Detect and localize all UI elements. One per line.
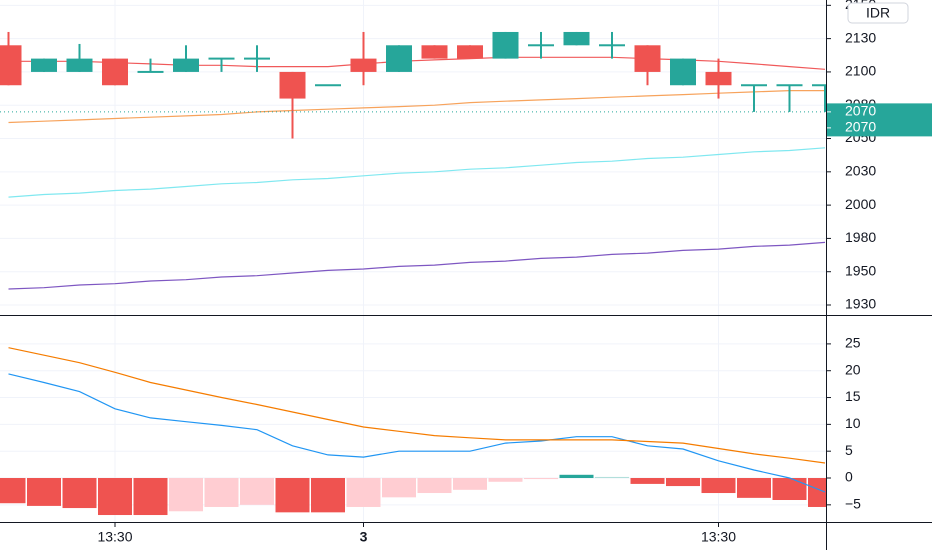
price-badge [826, 103, 932, 121]
histogram-bar [701, 478, 736, 494]
x-tick-label: 3 [360, 529, 368, 545]
plot [0, 31, 826, 516]
x-tick-label: 13:30 [701, 529, 736, 545]
candle-body [776, 84, 803, 87]
histogram-bar [169, 478, 203, 512]
histogram-bar [382, 478, 416, 498]
price-badge-label: 2070 [845, 119, 876, 135]
candle-body [563, 31, 590, 46]
y-tick-label: 2100 [845, 63, 876, 79]
histogram-bar [346, 478, 381, 507]
indicator-line [8, 147, 826, 198]
histogram-bar [559, 474, 594, 479]
candle-body [279, 71, 306, 99]
histogram-bar [311, 478, 345, 513]
candle-body [741, 84, 767, 87]
histogram-bar [737, 478, 771, 498]
y-tick-label: 1930 [845, 296, 876, 312]
y-tick-label: 5 [845, 442, 853, 458]
histogram-bar [808, 478, 826, 507]
y-tick-label: 15 [845, 388, 861, 404]
histogram-bar [98, 478, 132, 516]
y-tick-label: 1980 [845, 229, 876, 245]
histogram-bar [204, 478, 239, 507]
indicator-line [8, 347, 826, 464]
histogram-bar [240, 478, 274, 505]
candle-body [812, 84, 826, 87]
candle-body [31, 58, 57, 72]
candle-body [315, 84, 341, 87]
indicator-line [8, 373, 826, 493]
histogram-bar [133, 478, 168, 516]
candle-body [208, 57, 235, 60]
y-tick-label: 10 [845, 415, 861, 431]
candle-body [102, 58, 128, 86]
currency-label: IDR [866, 5, 890, 21]
histogram-bar [453, 478, 487, 490]
y-tick-label: 25 [845, 335, 861, 351]
candle-body [492, 31, 519, 59]
grid [0, 0, 826, 522]
histogram-bar [417, 478, 452, 494]
y-tick-label: 2130 [845, 29, 876, 45]
histogram-bar [275, 478, 310, 513]
candle-body [137, 70, 164, 73]
histogram-bar [62, 478, 97, 509]
y-tick-label: 1950 [845, 262, 876, 278]
candle-body [528, 44, 554, 47]
candle-body [421, 45, 448, 59]
candle-body [670, 58, 696, 86]
histogram-bar [595, 476, 629, 479]
currency-badge [847, 2, 909, 24]
candle-body [386, 45, 412, 72]
histogram-bar [630, 478, 665, 484]
y-tick-label: −5 [845, 496, 861, 512]
candle-body [599, 44, 625, 47]
x-tick-label: 13:30 [97, 529, 132, 545]
price-badge [826, 119, 932, 137]
price-badge-label: 2070 [845, 103, 876, 119]
histogram-bar [27, 478, 61, 506]
histogram-bar [772, 478, 807, 501]
candle-body [66, 58, 93, 72]
histogram-bar [0, 478, 26, 504]
y-tick-label: 2000 [845, 196, 876, 212]
indicator-line [8, 90, 825, 124]
indicator-line [8, 241, 826, 290]
candle-body [350, 58, 377, 72]
y-tick-label: 0 [845, 469, 853, 485]
candle-body [705, 71, 732, 86]
histogram-bar [488, 478, 523, 482]
histogram-bar [666, 478, 700, 487]
candle-body [457, 45, 483, 59]
y-tick-label: 20 [845, 361, 861, 377]
y-tick-label: 2030 [845, 163, 876, 179]
candle-body [244, 57, 270, 60]
histogram-bar [524, 478, 558, 480]
candle-body [173, 58, 199, 72]
candle-body [0, 45, 22, 86]
candle-body [634, 45, 661, 72]
